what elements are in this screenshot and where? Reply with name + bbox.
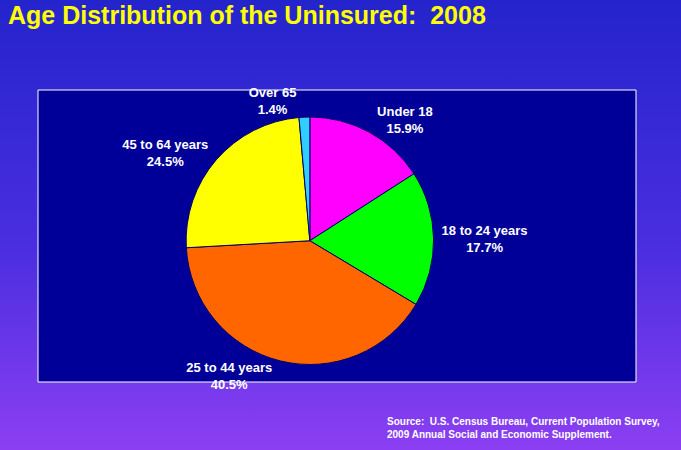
svg-text:25 to 44 years40.5%: 25 to 44 years40.5%	[186, 360, 272, 392]
svg-text:Age Distribution of the Uninsu: Age Distribution of the Uninsured: 2008	[8, 1, 486, 29]
svg-text:45 to 64 years24.5%: 45 to 64 years24.5%	[122, 137, 208, 169]
svg-text:Over 651.4%: Over 651.4%	[249, 85, 297, 117]
svg-text:Under 1815.9%: Under 1815.9%	[377, 104, 433, 136]
svg-text:Source: U.S. Census Bureau, C: Source: U.S. Census Bureau, Current Popu…	[387, 416, 660, 440]
svg-text:18 to 24 years17.7%: 18 to 24 years17.7%	[442, 223, 528, 255]
